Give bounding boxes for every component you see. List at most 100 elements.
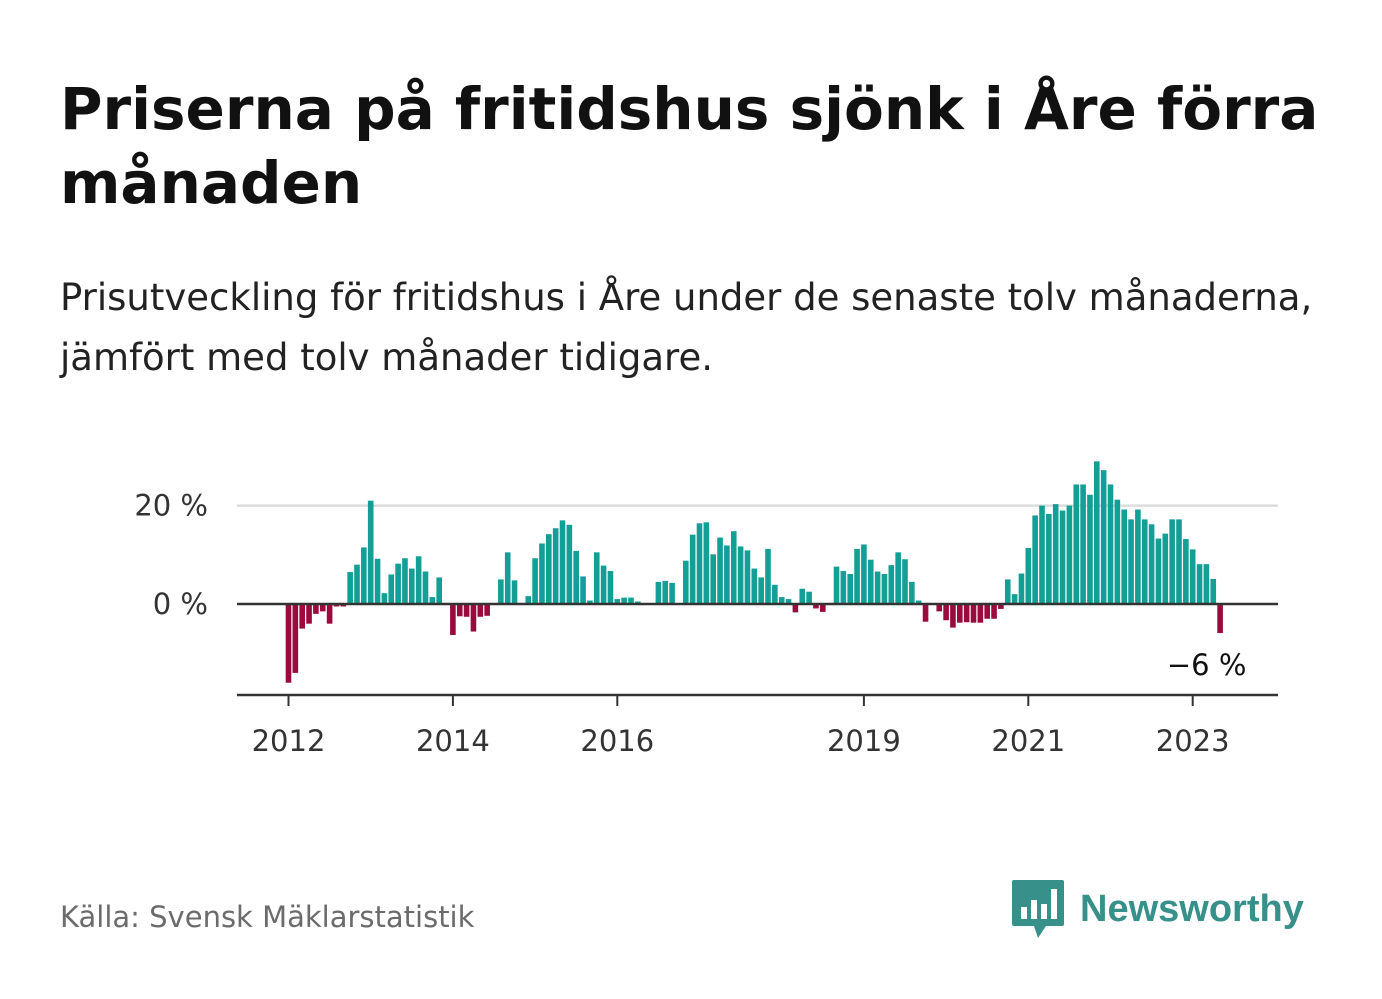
bar	[772, 584, 778, 604]
bar	[785, 599, 792, 604]
bar	[683, 560, 689, 604]
bar	[511, 580, 518, 604]
y-tick-label: 20 %	[134, 489, 208, 523]
bar	[1189, 549, 1196, 604]
brand-logo: Newsworthy	[1010, 878, 1304, 940]
bar	[950, 604, 956, 628]
bar	[1039, 505, 1045, 604]
bar	[888, 565, 895, 604]
bar	[1176, 519, 1182, 604]
bar	[415, 556, 422, 604]
bar	[840, 571, 847, 604]
bar	[1114, 499, 1121, 604]
bar	[751, 568, 758, 604]
bar	[546, 534, 552, 604]
y-tick-label: 0 %	[153, 587, 208, 621]
bar	[957, 604, 963, 623]
bar	[1162, 533, 1169, 604]
bar	[1148, 524, 1155, 604]
bar	[388, 574, 395, 604]
bar	[621, 597, 627, 604]
bar	[874, 571, 881, 604]
bar	[895, 552, 901, 604]
bar	[1004, 579, 1011, 604]
bar	[409, 568, 415, 604]
bar	[552, 528, 559, 604]
bar	[1011, 594, 1018, 604]
bar	[1018, 573, 1025, 604]
bar	[861, 544, 867, 604]
bar	[717, 537, 723, 604]
bar	[1128, 519, 1134, 604]
bar	[963, 604, 970, 623]
bar	[881, 573, 888, 604]
bar	[936, 604, 943, 612]
bar	[374, 558, 381, 604]
bar	[1052, 504, 1059, 604]
x-tick-label: 2019	[827, 724, 901, 758]
bar	[593, 552, 600, 604]
latest-value-label: −6 %	[1167, 648, 1247, 682]
bar	[991, 604, 997, 619]
bar	[833, 566, 840, 604]
bar	[395, 563, 401, 604]
bar	[525, 596, 532, 604]
brand-name: Newsworthy	[1080, 887, 1304, 930]
bar	[1155, 538, 1162, 604]
bar	[847, 573, 853, 604]
bar	[532, 558, 538, 604]
axes	[237, 602, 1278, 706]
bar	[1210, 578, 1217, 604]
bar	[922, 604, 929, 622]
chart-title: Priserna på fritidshus sjönk i Åre förra…	[60, 75, 1319, 217]
bar	[1100, 470, 1107, 604]
bar	[696, 523, 703, 604]
bar	[943, 604, 949, 621]
bar	[1121, 509, 1127, 604]
bar	[422, 571, 429, 604]
bar	[669, 582, 675, 604]
bars	[285, 461, 1223, 683]
bar	[998, 604, 1004, 609]
bar	[347, 572, 353, 604]
bar	[778, 597, 785, 604]
bar	[1066, 505, 1073, 604]
bar	[463, 604, 470, 617]
bar	[799, 588, 806, 604]
source-note: Källa: Svensk Mäklarstatistik	[60, 900, 475, 934]
bar	[662, 580, 669, 604]
bar	[806, 591, 812, 604]
bar	[1046, 513, 1052, 604]
x-tick-label: 2014	[416, 724, 490, 758]
bar	[977, 604, 984, 623]
bar	[1203, 564, 1210, 604]
bar	[1135, 509, 1141, 604]
x-tick-label: 2012	[252, 724, 326, 758]
bar	[306, 604, 312, 624]
bar	[1217, 604, 1223, 634]
bar	[1094, 461, 1100, 604]
bar	[607, 571, 614, 604]
bar	[367, 500, 374, 604]
bar	[1025, 547, 1032, 604]
bar	[902, 559, 908, 604]
bar	[970, 604, 977, 623]
bar	[765, 548, 771, 604]
bar	[1080, 484, 1086, 604]
bar	[854, 548, 860, 604]
bar	[402, 558, 408, 604]
bar	[559, 520, 566, 604]
chart-subtitle: Prisutveckling för fritidshus i Åre unde…	[60, 276, 1313, 379]
bar	[710, 554, 716, 604]
bar	[737, 546, 744, 604]
bar	[326, 604, 333, 624]
bar-chart-bubble-icon	[1012, 880, 1064, 938]
bar-chart: 0 % 20 % 2012 2014 2016 2019 2021 2023 −6 %	[134, 461, 1278, 758]
bar	[299, 604, 305, 629]
bar	[867, 559, 874, 604]
bar	[1032, 515, 1038, 604]
bar	[1059, 510, 1066, 604]
bar	[1183, 539, 1189, 604]
bar	[539, 543, 545, 604]
bar	[504, 552, 511, 604]
